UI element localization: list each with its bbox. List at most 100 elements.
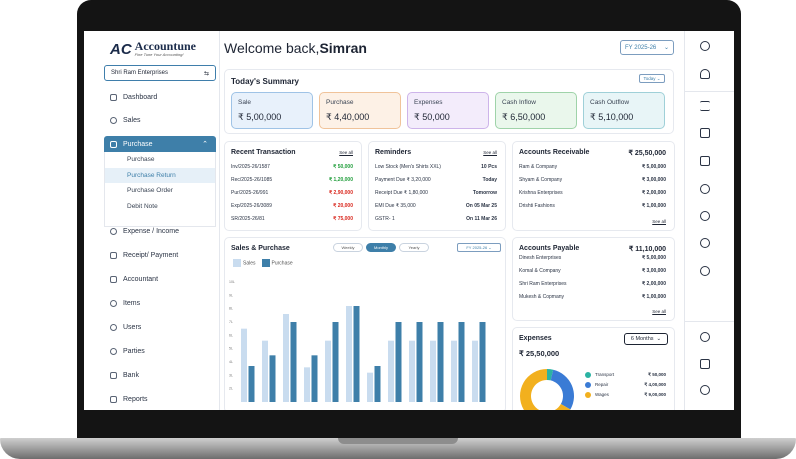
bar-purchase[interactable] [458, 322, 465, 402]
reminder-row[interactable]: GSTR- 1 On 11 Mar 26 [375, 214, 497, 223]
sidebar-item-expense-income[interactable]: Expense / Income [104, 223, 216, 239]
profile-icon[interactable] [700, 41, 710, 51]
party-row[interactable]: Komal & Company ₹ 3,00,000 [519, 266, 666, 275]
bar-purchase[interactable] [269, 355, 276, 402]
party-name: Shyam & Company [519, 176, 563, 183]
today-summary-card: Today's Summary Today ⌄ Sale ₹ 5,00,000 Pu… [224, 69, 674, 134]
sidebar-item-users[interactable]: Users [104, 319, 216, 335]
period-yearly[interactable]: Yearly [399, 243, 429, 252]
gear-icon[interactable] [700, 211, 710, 221]
party-name: Komal & Company [519, 267, 561, 274]
donut-slice-repair[interactable] [550, 369, 574, 410]
transaction-row[interactable]: Inv/2025-26/1587 ₹ 50,000 [231, 162, 353, 171]
bar-sales[interactable] [451, 340, 457, 402]
bar-sales[interactable] [367, 372, 373, 402]
bar-purchase[interactable] [311, 355, 318, 402]
sidebar-item-items[interactable]: Items [104, 295, 216, 311]
party-row[interactable]: Dinesh Enterprises ₹ 5,00,000 [519, 253, 666, 262]
party-row[interactable]: Mukesh & Copmany ₹ 1,00,000 [519, 292, 666, 301]
settings-icon[interactable] [700, 332, 710, 342]
reminder-row[interactable]: Receipt Due ₹ 1,80,000 Tomorrow [375, 188, 497, 197]
sidebar-item-parties[interactable]: Parties [104, 343, 216, 359]
sidebar-item-dashboard[interactable]: Dashboard [104, 89, 216, 105]
stat-card-expenses[interactable]: Expenses ₹ 50,000 [407, 92, 489, 129]
stat-card-purchase[interactable]: Purchase ₹ 4,40,000 [319, 92, 401, 129]
stat-card-cash-inflow[interactable]: Cash Inflow ₹ 6,50,000 [495, 92, 577, 129]
bar-sales[interactable] [283, 314, 289, 402]
payable-see-all-link[interactable]: See all [652, 309, 666, 314]
sidebar-item-reports[interactable]: Reports [104, 391, 216, 407]
gear-icon[interactable] [700, 184, 710, 194]
recent-see-all-link[interactable]: See all [339, 150, 353, 155]
submenu-item-purchase-order[interactable]: Purchase Order [127, 187, 173, 195]
sidebar-item-accountant[interactable]: Accountant [104, 271, 216, 287]
bar-sales[interactable] [430, 340, 436, 402]
bar-sales[interactable] [388, 340, 394, 402]
add-user-icon[interactable] [700, 385, 710, 395]
keyboard-icon[interactable] [700, 359, 710, 369]
bar-purchase[interactable] [416, 322, 423, 402]
submenu-item-purchase[interactable]: Purchase [127, 156, 155, 164]
reminders-card: Reminders See all Low Stock (Men's Shirt… [368, 141, 506, 231]
reminder-row[interactable]: EMI Due ₹ 35,000 On 05 Mar 25 [375, 201, 497, 210]
party-amount: ₹ 3,00,000 [641, 176, 666, 183]
bar-purchase[interactable] [332, 322, 339, 402]
receivable-see-all-link[interactable]: See all [652, 219, 666, 224]
calendar-icon[interactable] [700, 156, 710, 166]
donut-slice-transport[interactable] [547, 369, 554, 381]
party-row[interactable]: Shri Ram Enterprises ₹ 2,00,000 [519, 279, 666, 288]
bar-sales[interactable] [409, 340, 415, 402]
sidebar-item-bank[interactable]: Bank [104, 367, 216, 383]
laptop-base [0, 438, 796, 459]
transaction-row[interactable]: Rec/2025-26/1085 ₹ 1,20,000 [231, 175, 353, 184]
bar-purchase[interactable] [479, 322, 486, 402]
bar-purchase[interactable] [437, 322, 444, 402]
transaction-row[interactable]: Exp/2025-26/3089 ₹ 20,000 [231, 201, 353, 210]
sidebar-item-receipt-payment[interactable]: Receipt/ Payment [104, 247, 216, 263]
transaction-row[interactable]: SR/2025-26/81 ₹ 75,000 [231, 214, 353, 223]
submenu-item-debit-note[interactable]: Debit Note [127, 202, 158, 210]
reminder-value: Today [482, 176, 497, 183]
company-switcher[interactable]: Shri Ram Enterprises ⇆ [104, 65, 216, 81]
chart-fy-select[interactable]: FY 2025-26 ⌄ [457, 243, 501, 252]
transaction-row[interactable]: Pur/2025-26/991 ₹ 2,90,000 [231, 188, 353, 197]
party-row[interactable]: Krishna Enterprises ₹ 2,00,000 [519, 188, 666, 197]
expenses-period-select[interactable]: 6 Months ⌄ [624, 333, 668, 345]
reminders-see-all-link[interactable]: See all [483, 150, 497, 155]
bar-sales[interactable] [325, 340, 331, 402]
stat-card-sale[interactable]: Sale ₹ 5,00,000 [231, 92, 313, 129]
donut-slice-wages[interactable] [520, 369, 571, 410]
chart-fy-value: FY 2025-26 [466, 245, 488, 250]
fy-select[interactable]: FY 2025-26 ⌄ [620, 40, 674, 55]
gear-icon[interactable] [700, 266, 710, 276]
bar-purchase[interactable] [290, 322, 297, 402]
today-filter[interactable]: Today ⌄ [639, 74, 665, 83]
party-row[interactable]: Ram & Company ₹ 5,00,000 [519, 162, 666, 171]
party-row[interactable]: Shyam & Company ₹ 3,00,000 [519, 175, 666, 184]
bar-sales[interactable] [241, 328, 247, 402]
reminder-row[interactable]: Low Stock (Men's Shirts XXL) 10 Pcs [375, 162, 497, 171]
list-icon[interactable] [700, 101, 710, 111]
bar-purchase[interactable] [374, 366, 381, 402]
stat-card-cash-outflow[interactable]: Cash Outflow ₹ 5,10,000 [583, 92, 665, 129]
bar-sales[interactable] [304, 367, 310, 402]
chat-icon[interactable] [700, 128, 710, 138]
bar-sales[interactable] [262, 340, 268, 402]
sidebar-item-sales[interactable]: Sales [104, 112, 216, 128]
period-weekly[interactable]: Weekly [333, 243, 363, 252]
brand-logo[interactable]: AC Accountune Fine Tune Your Accounting! [110, 39, 196, 59]
reminder-row[interactable]: Payment Due ₹ 3,20,000 Today [375, 175, 497, 184]
party-row[interactable]: Drishti Fashions ₹ 1,00,000 [519, 201, 666, 210]
sidebar-item-purchase[interactable]: Purchase ⌃ [104, 136, 216, 152]
bar-sales[interactable] [346, 306, 352, 402]
submenu-item-purchase-return[interactable]: Purchase Return [105, 167, 215, 183]
gear-icon[interactable] [700, 238, 710, 248]
sales-icon [110, 116, 117, 124]
bar-purchase[interactable] [248, 366, 255, 402]
bar-purchase[interactable] [395, 322, 402, 402]
bar-sales[interactable] [472, 340, 478, 402]
bell-icon[interactable] [700, 69, 710, 79]
bar-purchase[interactable] [353, 306, 360, 402]
period-monthly[interactable]: Monthly [366, 243, 396, 252]
rail-divider [685, 91, 734, 92]
